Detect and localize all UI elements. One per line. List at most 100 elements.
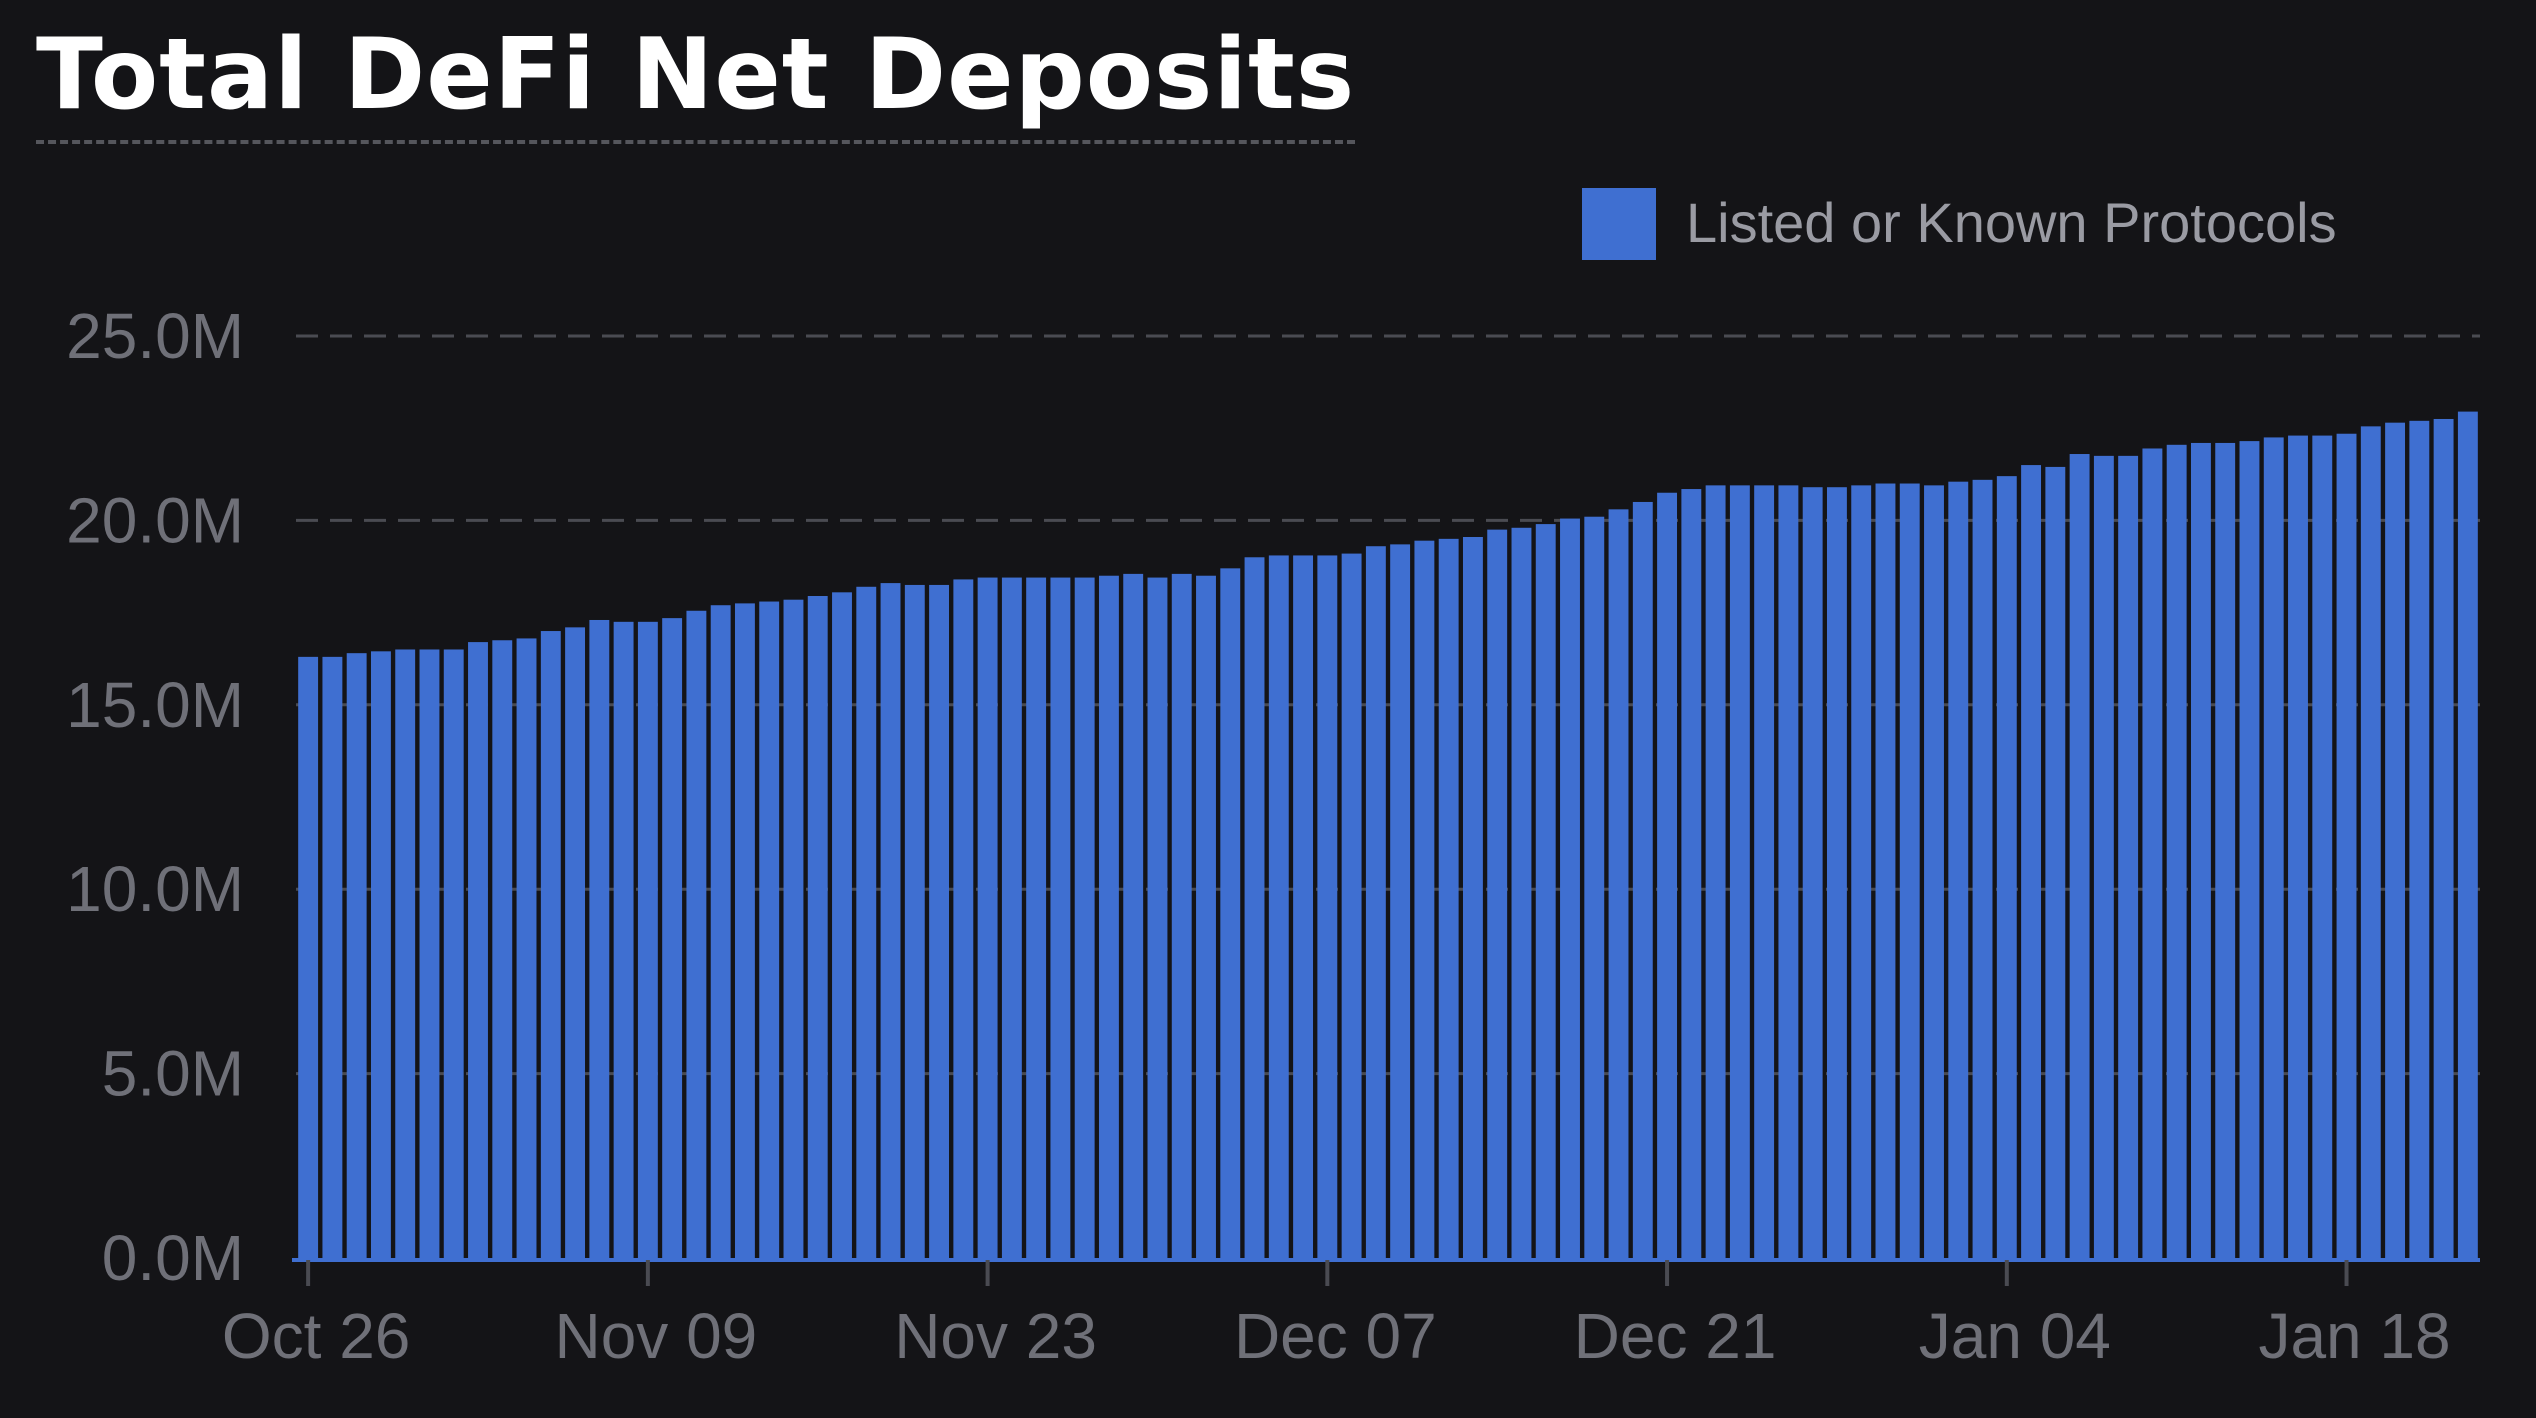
bar: [1826, 487, 1847, 1259]
bar: [807, 596, 828, 1258]
bar: [1317, 555, 1338, 1258]
bar: [395, 649, 416, 1258]
bar: [1681, 489, 1702, 1258]
bar: [370, 651, 391, 1258]
x-tick-label: Jan 18: [2258, 1300, 2450, 1372]
bar: [2239, 441, 2260, 1258]
legend-swatch: [1582, 188, 1656, 260]
bar: [1196, 575, 1216, 1258]
bar: [1438, 538, 1459, 1258]
bar: [1899, 483, 1920, 1258]
bar: [1293, 555, 1314, 1258]
bar: [1147, 577, 1168, 1258]
bar: [1414, 540, 1435, 1258]
bar: [1244, 557, 1265, 1258]
bar: [2215, 442, 2236, 1258]
x-tick-label: Oct 26: [222, 1300, 411, 1372]
bar: [2093, 455, 2114, 1258]
bar: [1268, 555, 1289, 1258]
bar: [565, 627, 586, 1258]
bar: [734, 603, 755, 1258]
y-tick-label: 10.0M: [66, 853, 244, 925]
x-tick-label: Nov 09: [554, 1300, 757, 1372]
bar: [1001, 577, 1022, 1258]
bars: [298, 411, 2478, 1259]
bar: [2069, 454, 2090, 1258]
bar: [1390, 544, 1411, 1258]
y-tick-label: 20.0M: [66, 484, 244, 556]
bar: [1074, 577, 1095, 1258]
bar: [1729, 485, 1750, 1258]
bar: [1802, 487, 1823, 1259]
bar: [322, 656, 343, 1258]
x-tick-label: Nov 23: [894, 1300, 1097, 1372]
bar: [1487, 529, 1508, 1258]
x-tick-label: Dec 07: [1234, 1300, 1437, 1372]
bar: [2312, 435, 2333, 1259]
axes: 0.0M 5.0M 10.0M 15.0M 20.0M 25.0M Oct 26 Nov 09…: [66, 300, 2480, 1372]
bar: [1584, 516, 1605, 1258]
bar: [856, 586, 877, 1258]
bar: [1123, 573, 1144, 1258]
bar: [1972, 479, 1993, 1259]
bar: [1657, 492, 1678, 1258]
legend: Listed or Known Protocols: [1582, 188, 2337, 260]
bar: [2433, 418, 2454, 1259]
bar: [2190, 442, 2211, 1258]
bar: [2142, 448, 2163, 1259]
bar: [589, 619, 610, 1258]
bar: [2457, 411, 2478, 1259]
bar: [1462, 537, 1483, 1258]
bar: [298, 656, 319, 1258]
bar: [904, 584, 925, 1258]
grid-lines: [296, 334, 2480, 1076]
bar: [2118, 455, 2139, 1258]
bar: [637, 621, 658, 1258]
bar: [1778, 485, 1799, 1258]
bar: [613, 621, 634, 1258]
bar: [759, 601, 780, 1258]
bar: [1365, 546, 1386, 1258]
bar: [2166, 444, 2187, 1258]
bar: [977, 577, 998, 1258]
bar: [1220, 568, 1241, 1258]
bar: [1851, 485, 1872, 1258]
bar: [2288, 435, 2308, 1259]
bar: [1341, 553, 1362, 1258]
bar: [880, 583, 901, 1258]
bar: [1535, 524, 1556, 1258]
bar: [1560, 518, 1580, 1258]
bar: [419, 649, 440, 1258]
bar: [2385, 422, 2406, 1258]
y-tick-label: 25.0M: [66, 300, 244, 372]
x-tick-label: Jan 04: [1919, 1300, 2111, 1372]
bar: [1948, 481, 1969, 1258]
bar: [468, 642, 488, 1258]
bar: [1171, 573, 1192, 1258]
x-tick-label: Dec 21: [1574, 1300, 1777, 1372]
bar: [346, 653, 367, 1258]
bar: [1608, 509, 1629, 1259]
bar: [2409, 420, 2430, 1258]
bar: [1705, 485, 1726, 1258]
bar: [783, 599, 804, 1258]
bar: [1098, 575, 1119, 1258]
bar: [2021, 465, 2042, 1259]
y-tick-label: 15.0M: [66, 669, 244, 741]
bar: [492, 640, 513, 1258]
bar: [1754, 485, 1775, 1258]
bar: [443, 649, 464, 1258]
bar: [686, 610, 707, 1258]
bar: [953, 579, 974, 1258]
bar: [710, 605, 731, 1258]
bar: [662, 618, 683, 1258]
bar: [1996, 476, 2017, 1258]
bar: [1511, 527, 1532, 1258]
bar: [832, 592, 852, 1258]
bar: [2336, 433, 2357, 1259]
bar: [516, 638, 537, 1258]
bar: [929, 584, 950, 1258]
bar: [1924, 485, 1944, 1258]
bar: [1632, 501, 1653, 1259]
